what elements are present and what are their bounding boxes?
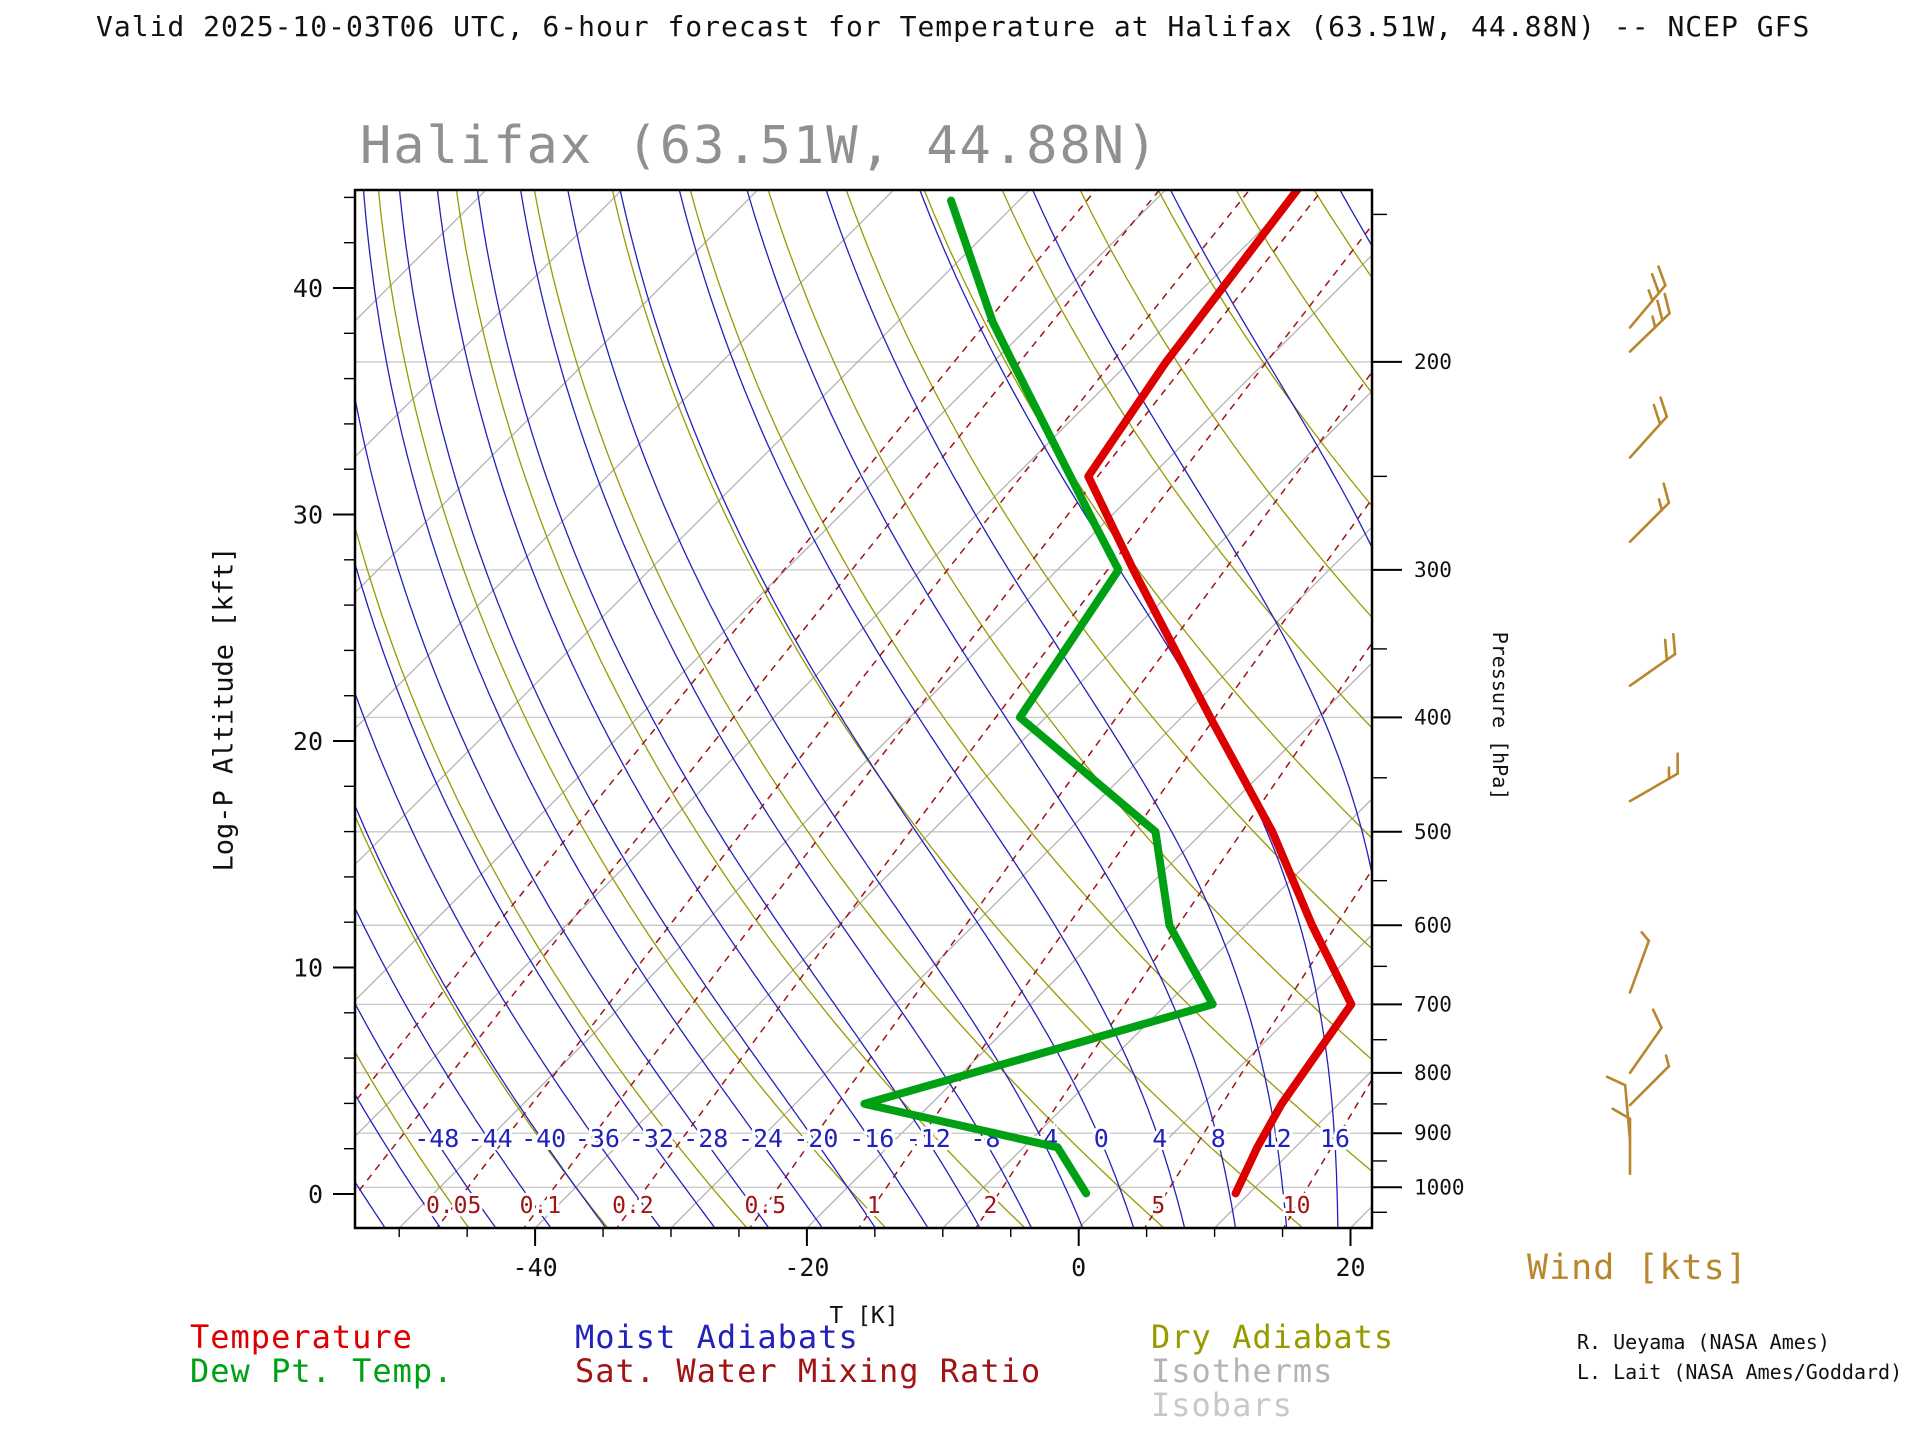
moist-adiabat-label: 8 [1211,1124,1226,1153]
wind-barb-full-tick [1611,1107,1632,1121]
wind-barb-staff [1628,1026,1663,1075]
mixing-ratio-label: 2 [983,1193,997,1219]
mixing-ratio-label: 0.05 [426,1193,481,1219]
moist-adiabat-label: -16 [849,1124,894,1153]
wind-barb-half-tick [1657,498,1664,512]
moist-adiabat-label: 4 [1152,1124,1167,1153]
pressure-axis-ticks: 200 300 400 500 600 700 800 900 1000 [1372,213,1465,1213]
pressure-tick-label: 700 [1414,992,1452,1016]
mixing-ratio-labels: 0.05 0.1 0.2 0.5 1 2 5 10 [423,1190,1313,1222]
temperature-profile-line [1084,190,1356,1198]
kft-tick-label: 10 [293,954,323,983]
wind-barb-full-tick [1605,1075,1627,1087]
wind-barb-staff [1628,1064,1671,1107]
legend-isotherms: Isotherms [1151,1352,1334,1390]
wind-barb-full-tick [1650,272,1661,295]
wind-barb-half-tick [1647,289,1654,302]
temp-tick-label: 0 [1071,1253,1086,1282]
legend-dew-point: Dew Pt. Temp. [190,1352,454,1390]
pressure-tick-label: 600 [1414,913,1452,937]
temp-tick-label: 20 [1335,1253,1365,1282]
wind-barb-half-tick [1640,931,1651,943]
wind-barb-staff [1628,415,1669,459]
wind-barb-half-tick [1664,1054,1671,1068]
kft-axis-ticks: 0 10 20 30 40 [293,196,355,1209]
chart-title: Halifax (63.51W, 44.88N) [360,116,1160,176]
mixing-ratio-label: 1 [867,1193,881,1219]
moist-adiabat-label: -40 [521,1124,566,1153]
kft-tick-label: 0 [308,1180,323,1209]
pressure-tick-label: 500 [1414,820,1452,844]
pressure-tick-label: 900 [1414,1121,1452,1145]
moist-adiabat-label: -24 [738,1124,783,1153]
mixing-ratio-label: 0.2 [612,1193,654,1219]
moist-adiabat-label: -36 [575,1124,620,1153]
wind-barb-full-tick [1652,403,1662,426]
wind-barb-staff [1628,939,1651,994]
dewpoint-profile-line [860,196,1217,1198]
wind-units-label: Wind [kts] [1527,1248,1748,1288]
moist-adiabat-label: -32 [629,1124,674,1153]
wind-barb-staff [1628,772,1679,803]
wind-barb-full-tick [1672,632,1677,656]
dry-adiabats-layer [355,190,1372,1228]
mixing-ratio-label: 0.5 [745,1193,787,1219]
moist-adiabat-label: -28 [683,1124,728,1153]
moist-adiabat-label: -44 [468,1124,513,1153]
legend-moist-adiabats: Moist Adiabats [575,1318,859,1356]
y-axis-label: Log-P Altitude [kft] [208,546,240,872]
wind-barb-full-tick [1651,1008,1663,1030]
wind-barb-full-tick [1657,265,1667,287]
kft-tick-label: 40 [293,274,323,303]
x-axis-label: T [K] [829,1303,899,1329]
moist-adiabat-labels: -48 -44 -40 -36 -32 -28 -24 -20 -16 -12 -8 -4 0 4 8 12 1… [411,1121,1353,1156]
moist-adiabat-label: 16 [1320,1124,1350,1153]
kft-tick-label: 20 [293,727,323,756]
pressure-tick-label: 200 [1414,350,1452,374]
wind-barb-full-tick [1663,638,1669,662]
moist-adiabat-label: -20 [793,1124,838,1153]
wind-barbs [1605,265,1679,1176]
mixing-ratio-label: 5 [1151,1193,1165,1219]
pressure-tick-label: 400 [1414,705,1452,729]
moist-adiabat-label: -48 [414,1124,459,1153]
isobars-layer [355,361,1372,1188]
wind-barb-staff [1628,501,1671,544]
mixing-ratio-label: 0.1 [520,1193,562,1219]
temp-axis-ticks: -40 -20 0 20 [398,1228,1366,1282]
wind-barb-half-tick [1651,315,1657,329]
credit-line-1: R. Ueyama (NASA Ames) [1577,1330,1830,1354]
legend-isobars: Isobars [1151,1386,1293,1424]
temp-tick-label: -20 [784,1253,829,1282]
temp-tick-label: -40 [513,1253,558,1282]
mixing-ratio-label: 10 [1283,1193,1311,1219]
pressure-tick-label: 300 [1414,558,1452,582]
wind-barb-full-tick [1659,396,1669,418]
moist-adiabats-layer [355,190,1372,1228]
legend-temperature: Temperature [190,1318,413,1356]
wind-barb-full-tick [1656,299,1664,322]
credit-line-2: L. Lait (NASA Ames/Goddard) [1577,1360,1903,1384]
wind-barb-full-tick [1663,292,1671,315]
pressure-axis-label: Pressure [hPa] [1488,631,1512,801]
kft-tick-label: 30 [293,501,323,530]
plot-frame [353,188,1374,1230]
pressure-tick-label: 1000 [1414,1175,1465,1199]
wind-barb-full-tick [1662,482,1671,505]
header-valid-title: Valid 2025-10-03T06 UTC, 6-hour forecast… [96,10,1811,43]
legend-dry-adiabats: Dry Adiabats [1151,1318,1395,1356]
moist-adiabat-label: 0 [1094,1124,1109,1153]
wind-barb-staff [1628,652,1677,687]
pressure-tick-label: 800 [1414,1061,1452,1085]
moist-adiabat-label: -12 [906,1124,951,1153]
mixing-ratio-layer [355,190,1372,1228]
legend-sat-mixing-ratio: Sat. Water Mixing Ratio [575,1352,1042,1390]
